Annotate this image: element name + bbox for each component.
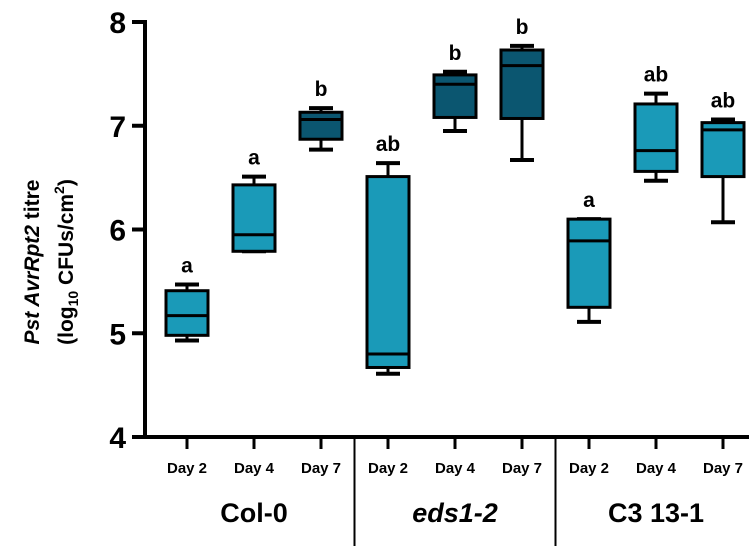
significance-label: b — [449, 42, 462, 65]
group-label: Col-0 — [220, 498, 288, 528]
x-tick-label: Day 4 — [234, 460, 275, 477]
box-eds1-2-day-2 — [365, 161, 411, 449]
labels: a Day 2 a Day 4 b Day 7 ab Day 2 b Day 4 b Day 7 a Da… — [167, 16, 743, 528]
significance-label: b — [315, 78, 328, 101]
x-tick-label: Day 2 — [167, 460, 207, 477]
box-eds1-2-day-4 — [432, 69, 478, 449]
box-iqr — [231, 183, 277, 253]
box-iqr — [633, 102, 679, 173]
significance-label: ab — [376, 133, 401, 156]
box-iqr — [164, 289, 210, 337]
significance-label: ab — [644, 64, 669, 87]
y-tick-label: 8 — [109, 7, 126, 40]
y-tick-label: 6 — [109, 215, 126, 248]
box-c3-13-1-day-7 — [700, 117, 746, 449]
significance-label: b — [516, 16, 529, 39]
x-tick-label: Day 4 — [636, 460, 677, 477]
significance-label: a — [181, 254, 193, 277]
x-tick-label: Day 7 — [502, 460, 542, 477]
box-col-0-day-2 — [164, 282, 210, 449]
significance-label: ab — [711, 90, 736, 113]
x-tick-label: Day 7 — [703, 460, 743, 477]
box-col-0-day-7 — [298, 106, 344, 449]
box-series — [164, 43, 746, 449]
x-tick-label: Day 7 — [301, 460, 341, 477]
y-tick-label: 7 — [109, 111, 126, 144]
box-eds1-2-day-7 — [499, 43, 545, 449]
box-c3-13-1-day-2 — [566, 217, 612, 449]
significance-label: a — [583, 189, 595, 212]
y-axis-label-units: (log10 CFUs/cm2) — [51, 179, 81, 345]
box-iqr — [298, 110, 344, 141]
box-iqr — [499, 48, 545, 120]
group-label: eds1-2 — [412, 498, 498, 528]
box-iqr — [700, 121, 746, 179]
y-tick-label: 4 — [109, 422, 126, 455]
axes: 4 5 6 7 8 — [109, 7, 749, 546]
box-iqr — [566, 217, 612, 309]
y-axis-label: Pst AvrRpt2 titre — [21, 180, 44, 345]
box-iqr — [432, 73, 478, 119]
x-tick-label: Day 2 — [368, 460, 408, 477]
box-iqr — [365, 175, 411, 369]
significance-label: a — [248, 147, 260, 170]
x-tick-label: Day 2 — [569, 460, 609, 477]
y-tick-label: 5 — [109, 318, 126, 351]
group-label: C3 13-1 — [608, 498, 704, 528]
box-col-0-day-4 — [231, 174, 277, 449]
box-c3-13-1-day-4 — [633, 91, 679, 449]
x-tick-label: Day 4 — [435, 460, 476, 477]
